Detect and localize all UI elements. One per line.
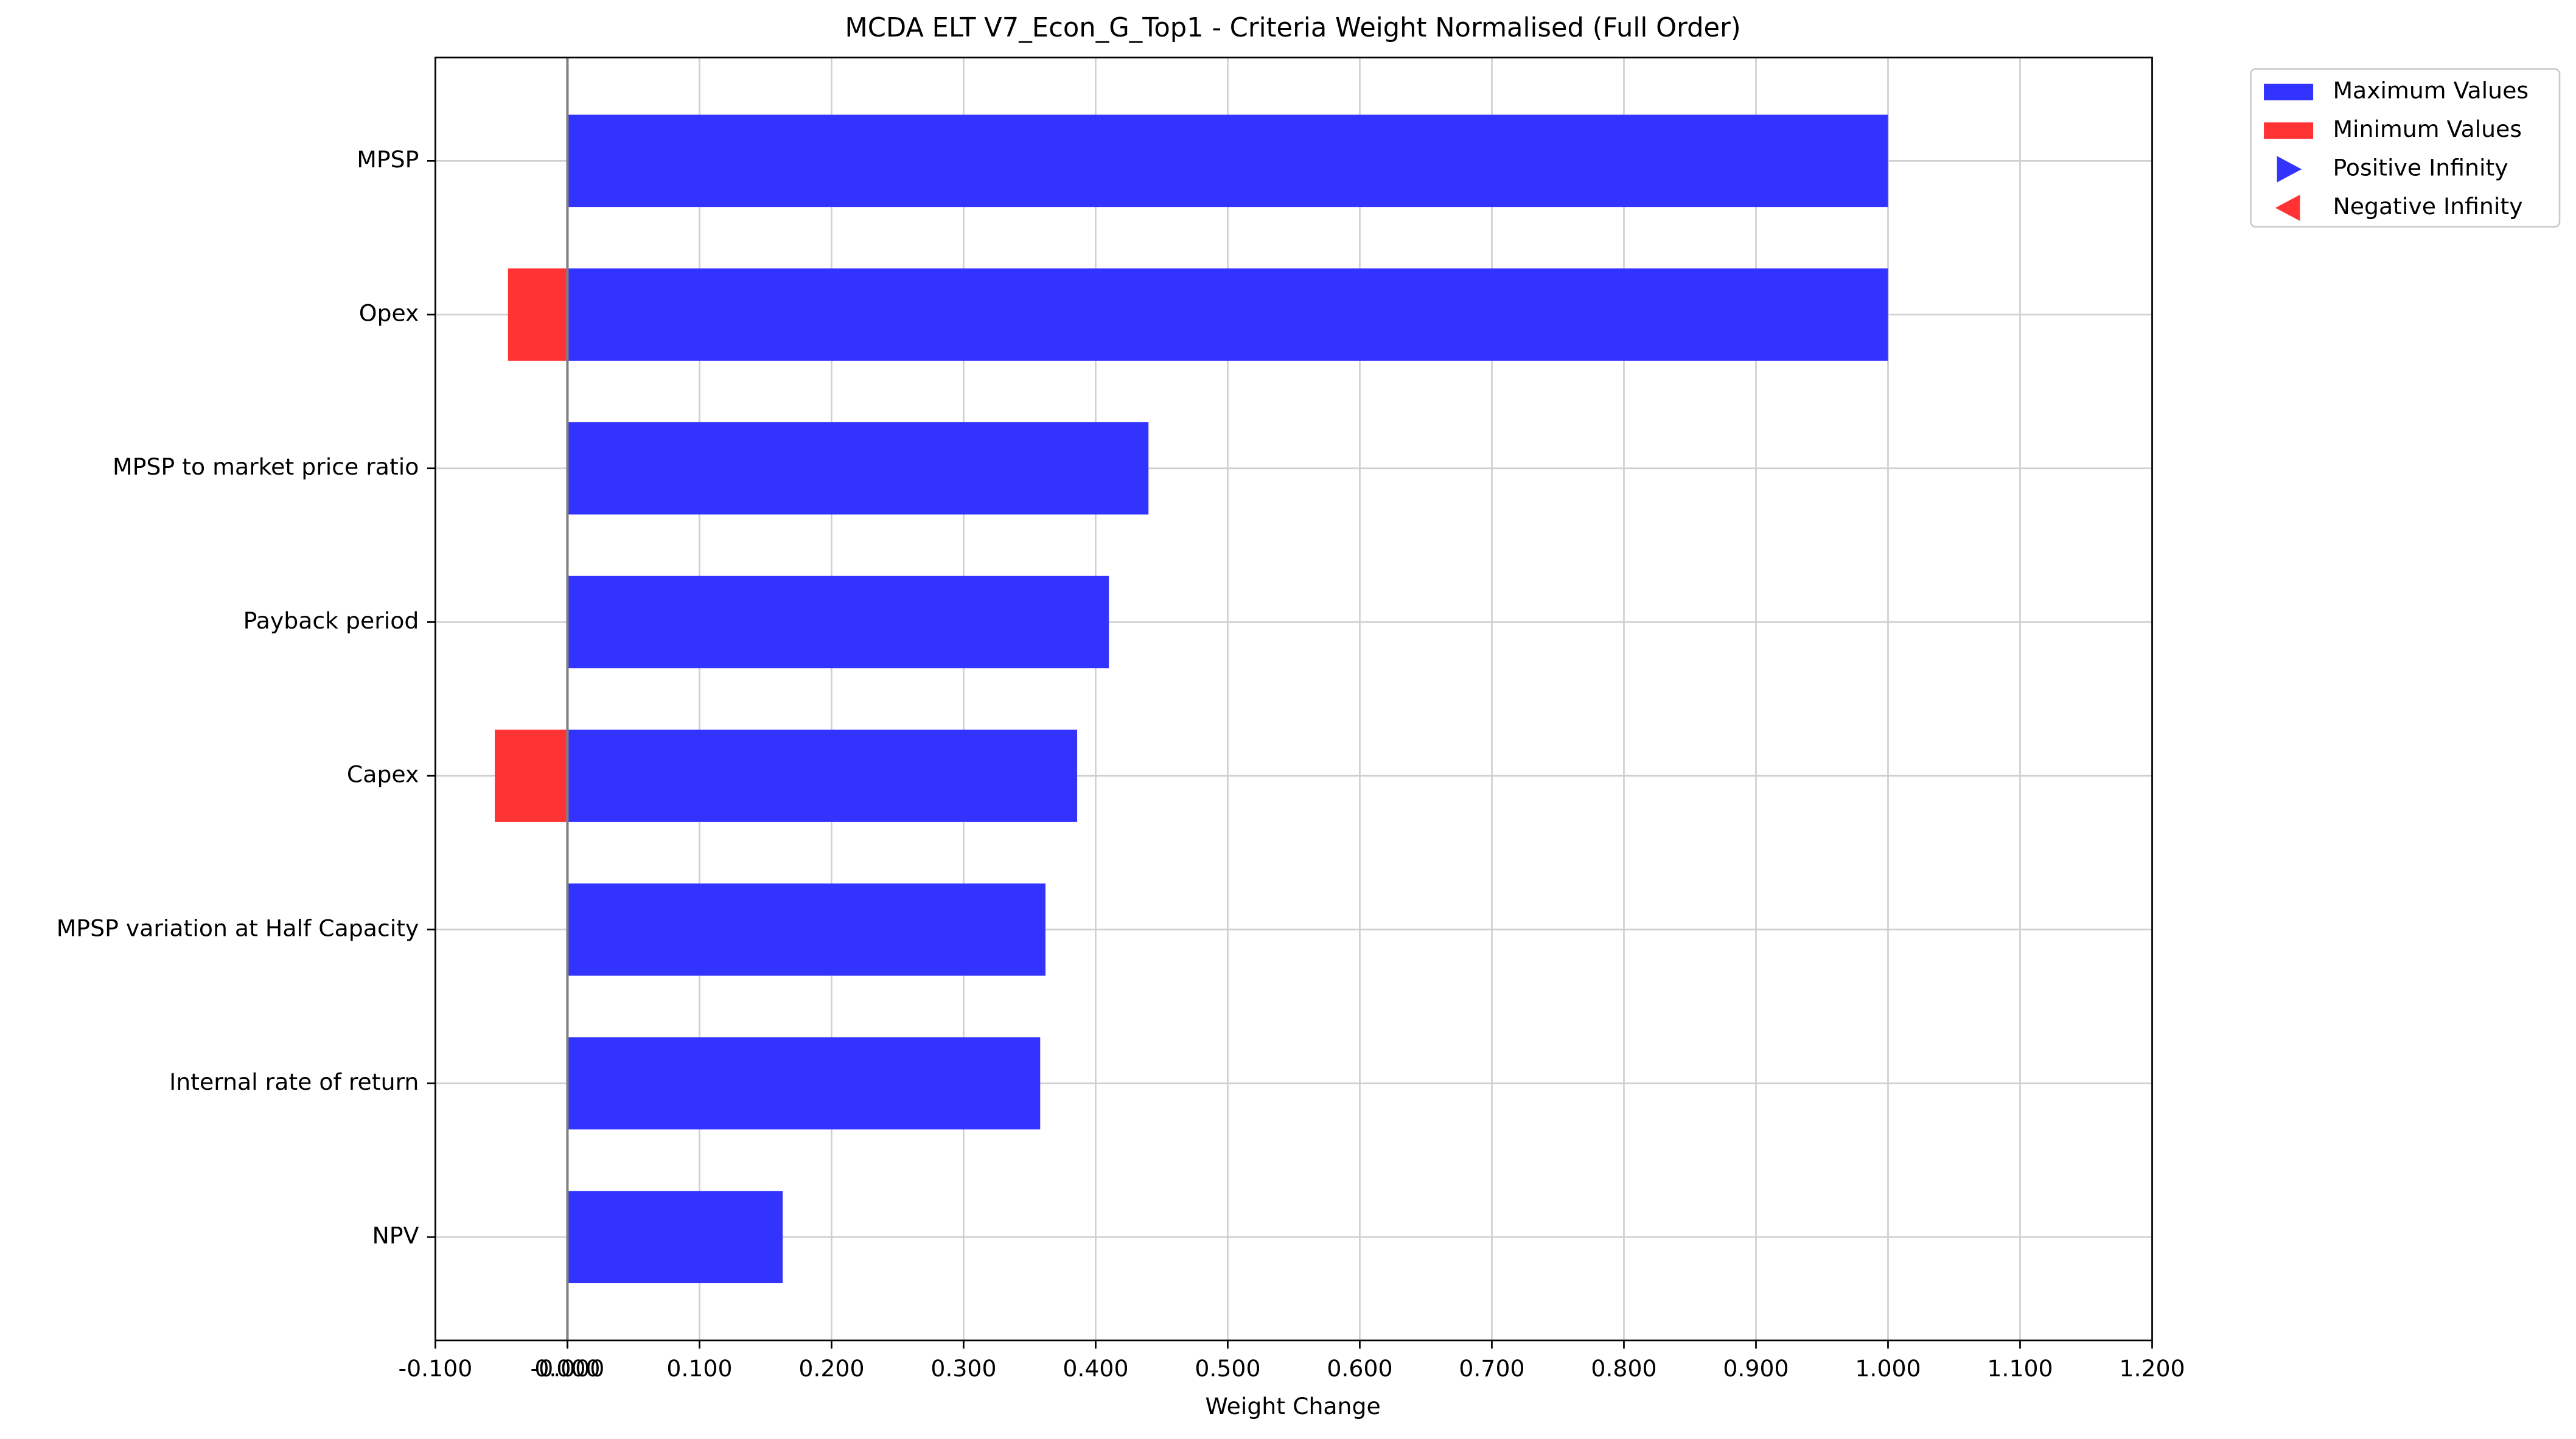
- x-tick-label: 1.100: [1987, 1355, 2053, 1382]
- y-tick-label: Payback period: [243, 607, 419, 634]
- x-tick-label: 0.300: [930, 1355, 996, 1382]
- x-tick-label: 1.200: [2119, 1355, 2185, 1382]
- bar: [567, 114, 1888, 207]
- y-tick-label: Opex: [359, 300, 419, 327]
- legend-label: Positive Infinity: [2333, 155, 2508, 181]
- legend-box: [2250, 68, 2561, 228]
- bar: [495, 730, 568, 822]
- legend-swatch: [2264, 83, 2314, 100]
- bar: [567, 883, 1045, 976]
- y-tick-label: MPSP to market price ratio: [113, 453, 419, 480]
- y-tick-label: Capex: [347, 761, 419, 788]
- legend-marker: [2277, 156, 2302, 183]
- legend-label: Maximum Values: [2333, 77, 2529, 104]
- x-tick-label: 0.100: [666, 1355, 732, 1382]
- x-tick-label: -0.100: [399, 1355, 473, 1382]
- x-axis-label: Weight Change: [1205, 1393, 1380, 1420]
- chart-title: MCDA ELT V7_Econ_G_Top1 - Criteria Weigh…: [845, 13, 1740, 43]
- x-tick-label: 0.400: [1063, 1355, 1128, 1382]
- legend: Maximum Values Minimum Values Positive Inf…: [2250, 68, 2561, 228]
- y-tick-label: MPSP: [357, 146, 419, 173]
- legend-label: Negative Infinity: [2333, 193, 2522, 220]
- y-tick-label: MPSP variation at Half Capacity: [57, 915, 419, 941]
- y-tick-label: Internal rate of return: [169, 1068, 419, 1095]
- x-tick-label: -0.000: [531, 1355, 605, 1382]
- legend-swatch: [2264, 122, 2314, 139]
- bar: [567, 1037, 1041, 1130]
- bar: [567, 730, 1078, 822]
- bar: [567, 422, 1149, 515]
- y-tick-label: NPV: [372, 1222, 419, 1249]
- bar: [567, 576, 1109, 669]
- axes-frame: [435, 57, 2153, 1342]
- legend-label: Minimum Values: [2333, 116, 2522, 142]
- x-tick-label: 1.000: [1855, 1355, 1921, 1382]
- x-tick-label: 0.800: [1591, 1355, 1656, 1382]
- x-tick-label: 0.000: [534, 1355, 600, 1382]
- x-tick-label: 0.900: [1723, 1355, 1789, 1382]
- x-tick-label: 0.600: [1327, 1355, 1392, 1382]
- bar: [567, 1191, 783, 1283]
- x-tick-label: 0.700: [1459, 1355, 1524, 1382]
- bar: [567, 268, 1888, 361]
- x-tick-label: 0.500: [1195, 1355, 1260, 1382]
- bar: [508, 268, 568, 361]
- x-tick-label: 0.200: [798, 1355, 864, 1382]
- legend-marker: [2275, 194, 2300, 221]
